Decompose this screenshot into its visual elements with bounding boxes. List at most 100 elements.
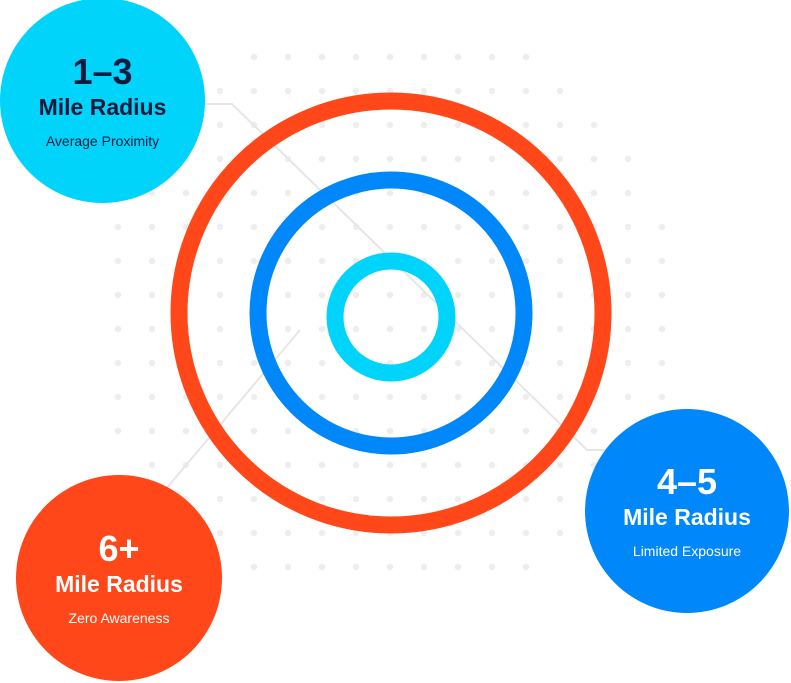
grid-dot (250, 223, 258, 231)
grid-dot (318, 53, 326, 61)
grid-dot (454, 461, 462, 469)
grid-dot (488, 529, 496, 537)
outer-ring (170, 92, 612, 534)
connector-line-top (205, 103, 605, 451)
grid-dot (318, 325, 326, 333)
grid-dot (420, 461, 428, 469)
grid-dot (488, 53, 496, 61)
grid-dot (284, 563, 292, 571)
grid-dot (318, 393, 326, 401)
grid-dot (182, 189, 190, 197)
grid-dot (556, 529, 564, 537)
grid-dot (148, 461, 156, 469)
grid-dot (556, 393, 564, 401)
grid-dot (624, 393, 632, 401)
grid-dot (352, 529, 360, 537)
grid-dot (148, 427, 156, 435)
grid-dot (148, 257, 156, 265)
grid-dot (318, 291, 326, 299)
grid-dot (216, 495, 224, 503)
grid-dot (250, 427, 258, 435)
grid-dot (658, 291, 666, 299)
grid-dot (488, 87, 496, 95)
grid-dot (556, 325, 564, 333)
grid-dot (624, 257, 632, 265)
grid-dot (420, 155, 428, 163)
grid-dot (624, 325, 632, 333)
grid-dot (454, 563, 462, 571)
grid-dot (420, 427, 428, 435)
grid-dot (556, 121, 564, 129)
grid-dot (658, 223, 666, 231)
grid-dot (318, 257, 326, 265)
grid-dot (454, 87, 462, 95)
grid-dot (454, 393, 462, 401)
grid-dot (658, 359, 666, 367)
grid-dot (488, 291, 496, 299)
grid-dot (386, 291, 394, 299)
grid-dot (114, 325, 122, 333)
grid-dot (420, 563, 428, 571)
grid-dot (624, 155, 632, 163)
grid-dot (522, 495, 530, 503)
grid-dot (454, 529, 462, 537)
grid-dot (250, 393, 258, 401)
grid-dot (488, 257, 496, 265)
grid-dot (216, 291, 224, 299)
grid-dot (250, 257, 258, 265)
grid-dot (454, 495, 462, 503)
grid-dot (352, 393, 360, 401)
grid-dot (386, 189, 394, 197)
grid-dot (216, 393, 224, 401)
grid-dot (522, 393, 530, 401)
grid-dot (284, 257, 292, 265)
grid-dot (284, 325, 292, 333)
grid-dot (658, 325, 666, 333)
grid-dot (488, 427, 496, 435)
grid-dot (284, 529, 292, 537)
grid-dot (386, 325, 394, 333)
grid-dot (352, 461, 360, 469)
grid-dot (556, 461, 564, 469)
grid-dot (556, 257, 564, 265)
grid-dot (488, 359, 496, 367)
grid-dot (420, 121, 428, 129)
grid-dot (386, 427, 394, 435)
bubble-1-3-miles: 1–3 Mile Radius Average Proximity (0, 0, 205, 203)
grid-dot (148, 223, 156, 231)
grid-dot (420, 325, 428, 333)
bubble-range: 4–5 (656, 461, 718, 502)
grid-dot (318, 223, 326, 231)
grid-dot (318, 461, 326, 469)
grid-dot (284, 359, 292, 367)
grid-dot (284, 291, 292, 299)
bubble-caption: Limited Exposure (632, 543, 742, 559)
grid-dot (522, 189, 530, 197)
grid-dot (386, 155, 394, 163)
grid-dot (216, 87, 224, 95)
grid-dot (386, 393, 394, 401)
grid-dot (216, 529, 224, 537)
grid-dot (488, 189, 496, 197)
grid-dot (624, 291, 632, 299)
grid-dot (590, 427, 598, 435)
grid-dot (148, 359, 156, 367)
grid-dot (352, 155, 360, 163)
grid-dot (454, 291, 462, 299)
grid-dot (590, 189, 598, 197)
grid-dot (148, 393, 156, 401)
grid-dot (386, 121, 394, 129)
grid-dot (488, 155, 496, 163)
grid-dot (114, 223, 122, 231)
grid-dot (318, 87, 326, 95)
connector-line-bottom (164, 329, 301, 491)
grid-dot (352, 325, 360, 333)
grid-dot (522, 53, 530, 61)
grid-dot (250, 495, 258, 503)
grid-dot (556, 155, 564, 163)
bubble-caption: Zero Awareness (68, 610, 170, 626)
bubble-caption: Average Proximity (45, 132, 160, 149)
grid-dot (522, 359, 530, 367)
grid-dot (454, 53, 462, 61)
